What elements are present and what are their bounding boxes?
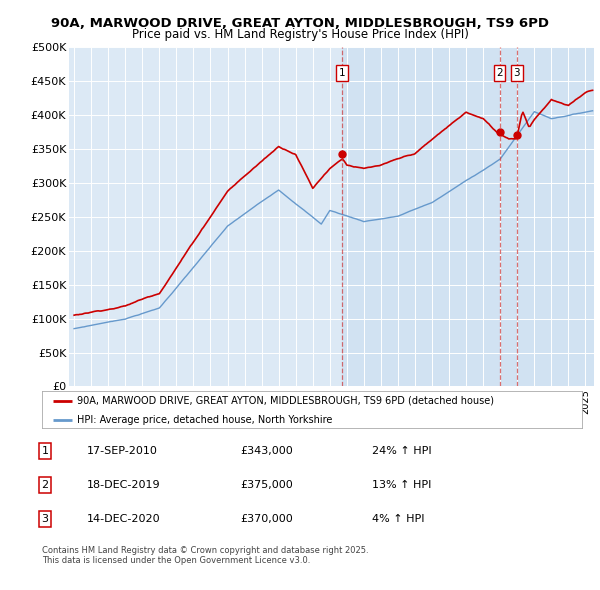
Text: 3: 3 bbox=[41, 514, 49, 524]
Text: 13% ↑ HPI: 13% ↑ HPI bbox=[372, 480, 431, 490]
Text: £375,000: £375,000 bbox=[240, 480, 293, 490]
Text: £343,000: £343,000 bbox=[240, 446, 293, 455]
Text: £370,000: £370,000 bbox=[240, 514, 293, 524]
Text: 90A, MARWOOD DRIVE, GREAT AYTON, MIDDLESBROUGH, TS9 6PD (detached house): 90A, MARWOOD DRIVE, GREAT AYTON, MIDDLES… bbox=[77, 396, 494, 406]
Text: Contains HM Land Registry data © Crown copyright and database right 2025.
This d: Contains HM Land Registry data © Crown c… bbox=[42, 546, 368, 565]
Text: 3: 3 bbox=[514, 68, 520, 78]
Text: 17-SEP-2010: 17-SEP-2010 bbox=[87, 446, 158, 455]
Bar bbox=[342, 47, 594, 386]
Text: 1: 1 bbox=[339, 68, 346, 78]
Text: Price paid vs. HM Land Registry's House Price Index (HPI): Price paid vs. HM Land Registry's House … bbox=[131, 28, 469, 41]
Text: 90A, MARWOOD DRIVE, GREAT AYTON, MIDDLESBROUGH, TS9 6PD: 90A, MARWOOD DRIVE, GREAT AYTON, MIDDLES… bbox=[51, 17, 549, 30]
Text: HPI: Average price, detached house, North Yorkshire: HPI: Average price, detached house, Nort… bbox=[77, 415, 332, 425]
Text: 18-DEC-2019: 18-DEC-2019 bbox=[87, 480, 161, 490]
Text: 2: 2 bbox=[41, 480, 49, 490]
Text: 2: 2 bbox=[496, 68, 503, 78]
Text: 4% ↑ HPI: 4% ↑ HPI bbox=[372, 514, 425, 524]
Text: 24% ↑ HPI: 24% ↑ HPI bbox=[372, 446, 431, 455]
Text: 14-DEC-2020: 14-DEC-2020 bbox=[87, 514, 161, 524]
Text: 1: 1 bbox=[41, 446, 49, 455]
